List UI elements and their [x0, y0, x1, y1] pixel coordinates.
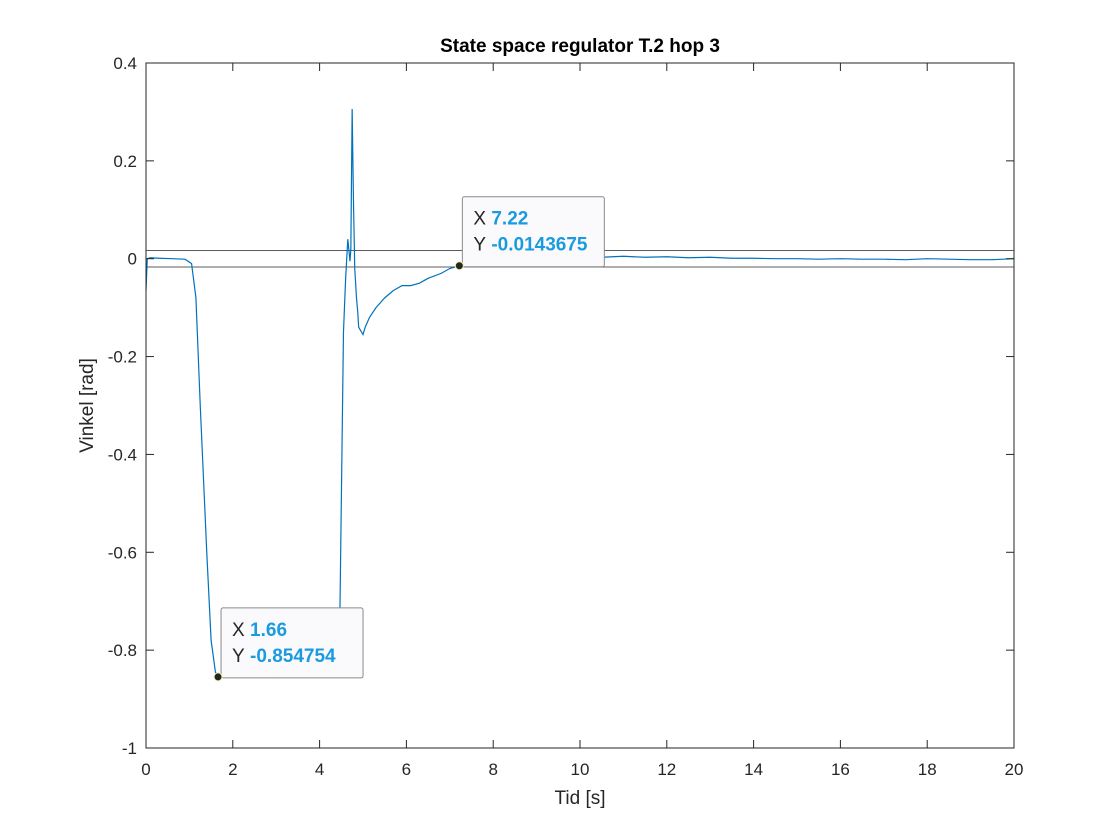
- y-tick-label: -0.4: [108, 445, 137, 464]
- chart-title: State space regulator T.2 hop 3: [440, 36, 720, 57]
- x-tick-label: 12: [657, 760, 676, 779]
- datatip-0[interactable]: X 7.22Y -0.0143675: [454, 196, 605, 271]
- y-tick-label: 0.4: [113, 54, 137, 73]
- x-tick-label: 0: [141, 760, 150, 779]
- datatip-x-key: X: [232, 620, 245, 641]
- y-tick-label: 0: [128, 250, 137, 269]
- y-tick-label: -1: [122, 739, 137, 758]
- x-axis-label: Tid [s]: [554, 788, 605, 809]
- x-tick-label: 10: [571, 760, 590, 779]
- x-tick-label: 18: [918, 760, 937, 779]
- x-axis-ticks: 0 2 4 6 8 10 12 14 16 18 20: [141, 63, 1023, 779]
- x-tick-label: 14: [744, 760, 763, 779]
- datatip-y-value: -0.0143675: [491, 235, 588, 256]
- y-tick-label: -0.2: [108, 348, 137, 367]
- y-tick-label: -0.6: [108, 543, 137, 562]
- datatip-x-value: 7.22: [491, 209, 528, 230]
- datatip-y-value: -0.854754: [250, 646, 336, 667]
- y-axis-ticks: 0.4 0.2 0 -0.2 -0.4 -0.6 -0.8 -1: [108, 54, 1014, 758]
- y-tick-label: -0.8: [108, 641, 137, 660]
- x-tick-label: 6: [402, 760, 411, 779]
- datatip-y-key: Y: [232, 646, 245, 667]
- y-tick-label: 0.2: [113, 152, 137, 171]
- x-tick-label: 16: [831, 760, 850, 779]
- x-tick-label: 20: [1005, 760, 1024, 779]
- x-tick-label: 4: [315, 760, 324, 779]
- x-tick-label: 2: [228, 760, 237, 779]
- datatip-marker[interactable]: [454, 261, 464, 271]
- datatip-box: [461, 196, 605, 268]
- datatip-1[interactable]: X 1.66Y -0.854754: [213, 607, 364, 682]
- datatip-y-key: Y: [473, 235, 486, 256]
- datatip-box: [220, 607, 364, 679]
- datatip-x-key: X: [473, 209, 486, 230]
- y-axis-label: Vinkel [rad]: [77, 358, 98, 453]
- datatip-marker[interactable]: [213, 672, 223, 682]
- datatip-x-value: 1.66: [250, 620, 287, 641]
- x-tick-label: 8: [488, 760, 497, 779]
